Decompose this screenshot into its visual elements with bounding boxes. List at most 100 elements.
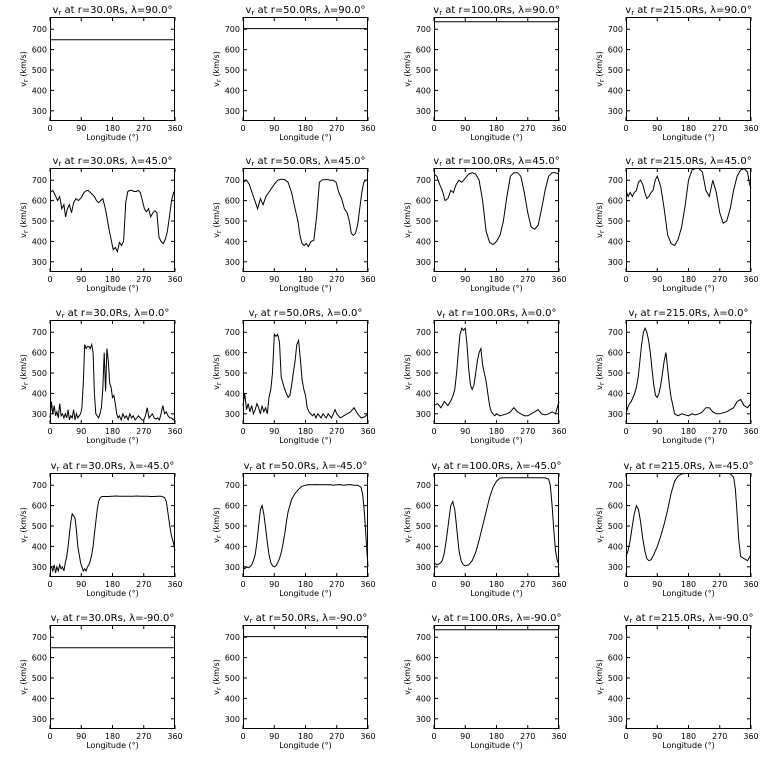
x-tick-label: 360 [743,427,758,436]
y-tick-label: 300 [608,410,623,419]
y-tick-label: 600 [32,502,47,511]
y-tick-label: 700 [32,481,47,490]
y-axis-label: vr (km/s) [19,202,30,238]
x-tick-label: 270 [520,275,535,284]
x-tick-label: 90 [460,580,470,589]
y-tick-label: 600 [416,654,431,663]
y-tick-label: 700 [32,25,47,34]
x-tick-label: 270 [329,732,344,741]
y-tick-label: 500 [416,217,431,226]
y-tick-label: 700 [32,176,47,185]
x-tick-label: 180 [105,427,120,436]
y-tick-label: 500 [416,66,431,75]
x-tick-label: 360 [360,580,375,589]
chart-title: vr at r=30.0Rs, λ=-90.0° [51,613,175,625]
y-tick-label: 400 [225,694,240,703]
y-tick-label: 700 [608,328,623,337]
y-tick-label: 700 [416,481,431,490]
y-tick-label: 400 [416,542,431,551]
x-tick-label: 0 [623,732,628,741]
y-tick-label: 600 [608,46,623,55]
y-tick-label: 600 [32,349,47,358]
x-tick-label: 180 [681,732,696,741]
plot-frame [626,625,751,729]
x-tick-label: 180 [105,732,120,741]
y-tick-label: 300 [225,410,240,419]
y-axis-label: vr (km/s) [595,507,606,543]
x-tick-label: 180 [489,427,504,436]
x-tick-label: 0 [623,275,628,284]
x-tick-label: 360 [360,732,375,741]
y-axis-label: vr (km/s) [403,659,414,695]
x-tick-label: 180 [489,580,504,589]
x-tick-label: 270 [329,580,344,589]
y-tick-label: 400 [608,237,623,246]
x-axis-label: Longitude (°) [86,741,139,750]
x-tick-label: 270 [136,275,151,284]
x-tick-label: 0 [431,427,436,436]
y-tick-label: 400 [608,389,623,398]
chart-title: vr at r=50.0Rs, λ=0.0° [249,308,363,320]
x-tick-label: 180 [298,732,313,741]
x-axis-label: Longitude (°) [279,436,332,445]
chart-title: vr at r=100.0Rs, λ=-45.0° [431,461,561,473]
y-tick-label: 500 [608,522,623,531]
chart-title: vr at r=30.0Rs, λ=-45.0° [51,461,175,473]
y-tick-label: 400 [32,389,47,398]
x-tick-label: 0 [47,427,52,436]
y-tick-label: 300 [416,715,431,724]
plot-frame [434,625,559,729]
x-tick-label: 180 [489,275,504,284]
chart-title: vr at r=30.0Rs, λ=90.0° [52,5,172,17]
x-axis-label: Longitude (°) [470,284,523,293]
x-tick-label: 90 [269,580,279,589]
y-tick-label: 600 [608,197,623,206]
chart-panel: 0 90 180 270 360 300 400 500 600 700 vr at r=50.0R… [212,308,376,445]
y-tick-label: 700 [416,25,431,34]
y-tick-label: 400 [225,542,240,551]
x-tick-label: 90 [460,732,470,741]
y-axis-label: vr (km/s) [19,507,30,543]
series-line [49,342,176,422]
y-tick-label: 600 [416,197,431,206]
x-tick-label: 0 [431,580,436,589]
y-tick-label: 700 [608,25,623,34]
y-tick-label: 600 [225,197,240,206]
x-tick-label: 90 [76,427,86,436]
y-tick-label: 500 [608,217,623,226]
x-tick-label: 90 [460,124,470,133]
x-tick-label: 360 [551,124,566,133]
plot-frame [434,17,559,121]
y-tick-label: 300 [32,563,47,572]
x-tick-label: 360 [167,580,182,589]
y-axis-label: vr (km/s) [212,659,223,695]
x-axis-label: Longitude (°) [662,436,715,445]
x-tick-label: 270 [712,124,727,133]
plot-frame [50,17,175,121]
chart-panel: 0 90 180 270 360 300 400 500 600 700 vr at r=30.0R… [19,156,183,293]
series-line [625,473,752,562]
y-tick-label: 300 [416,410,431,419]
y-tick-label: 700 [608,176,623,185]
chart-title: vr at r=100.0Rs, λ=0.0° [436,308,556,320]
x-axis-label: Longitude (°) [662,589,715,598]
y-axis-label: vr (km/s) [403,202,414,238]
y-tick-label: 300 [608,107,623,116]
y-tick-label: 600 [225,46,240,55]
x-tick-label: 360 [167,275,182,284]
x-tick-label: 360 [360,275,375,284]
y-tick-label: 400 [32,542,47,551]
y-tick-label: 400 [608,694,623,703]
chart-title: vr at r=50.0Rs, λ=-45.0° [244,461,368,473]
x-tick-label: 270 [136,427,151,436]
y-tick-label: 500 [32,217,47,226]
chart-panel: 0 90 180 270 360 300 400 500 600 700 vr at r=50.0R… [212,461,376,598]
chart-title: vr at r=215.0Rs, λ=-45.0° [623,461,753,473]
x-tick-label: 0 [623,427,628,436]
y-tick-label: 300 [225,563,240,572]
y-axis-label: vr (km/s) [19,659,30,695]
x-tick-label: 270 [520,124,535,133]
x-axis-label: Longitude (°) [470,741,523,750]
